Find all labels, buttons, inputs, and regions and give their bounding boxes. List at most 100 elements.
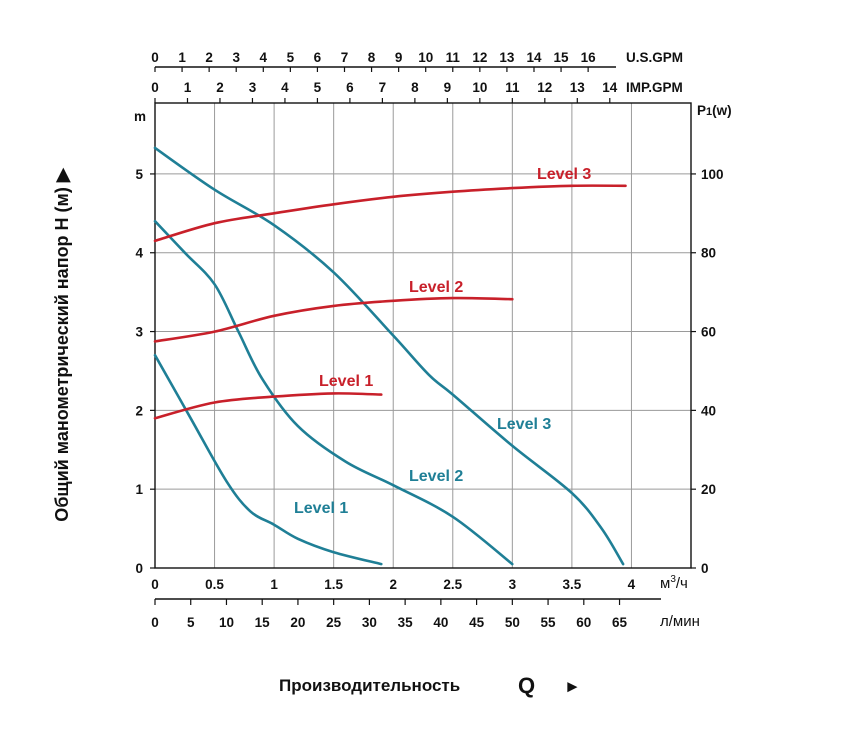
x-impgpm-tick-label: 1 <box>184 80 192 95</box>
curves-layer <box>153 146 627 566</box>
x-impgpm-tick-label: 8 <box>411 80 419 95</box>
x-lmin-tick-label: 10 <box>219 615 234 630</box>
plot-frame <box>154 102 692 569</box>
head-label-level-2: Level 2 <box>409 468 463 485</box>
x-impgpm-tick-label: 14 <box>602 80 618 95</box>
power-label-level-3: Level 3 <box>537 166 591 183</box>
x-impgpm-tick-label: 11 <box>505 80 520 95</box>
y-right-tick-label: 20 <box>701 482 716 497</box>
power-curve-level-3 <box>153 184 627 243</box>
x-usgpm-tick-label: 6 <box>314 50 322 65</box>
x-m3h-tick-label: 4 <box>628 577 636 592</box>
x-usgpm-tick-label: 3 <box>232 50 240 65</box>
x-m3h-tick-label: 1 <box>270 577 278 592</box>
x-axis-arrow: ► <box>564 677 581 696</box>
y-left-tick-label: 1 <box>135 482 143 497</box>
y-right-tick-label: 60 <box>701 325 716 340</box>
x-usgpm-tick-label: 16 <box>581 50 597 65</box>
x-usgpm-unit: U.S.GPM <box>626 50 683 65</box>
x-m3h-unit-suffix: /ч <box>676 575 688 592</box>
x-m3h-tick-label: 3 <box>509 577 517 592</box>
y-right-unit-sub: 1 <box>706 106 712 118</box>
y-axis-title: Общий манометрический напор H (м) ▶ <box>52 167 72 522</box>
x-m3h-tick-label: 1.5 <box>324 577 343 592</box>
y-right-tick-label: 100 <box>701 167 724 182</box>
grid-lines <box>155 103 691 568</box>
x-impgpm-tick-label: 5 <box>314 80 322 95</box>
x-lmin-tick-label: 15 <box>255 615 271 630</box>
x-usgpm-tick-label: 1 <box>178 50 186 65</box>
x-impgpm-tick-label: 6 <box>346 80 354 95</box>
x-lmin-tick-label: 20 <box>290 615 305 630</box>
y-right-unit-suffix: (w) <box>712 103 732 118</box>
x-impgpm-tick-label: 9 <box>444 80 452 95</box>
y-left-unit: m <box>134 109 146 124</box>
x-lmin-tick-label: 30 <box>362 615 377 630</box>
x-axis-q: Q <box>518 673 535 698</box>
x-usgpm-tick-label: 5 <box>287 50 295 65</box>
x-m3h-tick-label: 2.5 <box>443 577 462 592</box>
x-usgpm-tick-label: 12 <box>472 50 487 65</box>
x-impgpm-unit: IMP.GPM <box>626 80 683 95</box>
power-curve-level-1 <box>153 392 383 420</box>
x-impgpm-tick-label: 13 <box>570 80 586 95</box>
x-m3h-unit: м3/ч <box>660 574 688 592</box>
x-usgpm-tick-label: 9 <box>395 50 403 65</box>
x-impgpm-tick-label: 2 <box>216 80 224 95</box>
y-right-tick-label: 40 <box>701 403 716 418</box>
x-usgpm-tick-label: 13 <box>499 50 515 65</box>
x-lmin-tick-label: 65 <box>612 615 628 630</box>
x-lmin-tick-label: 25 <box>326 615 342 630</box>
power-curve-level-2 <box>153 296 514 343</box>
y-left-tick-label: 0 <box>135 561 143 576</box>
x-lmin-tick-label: 0 <box>151 615 159 630</box>
x-lmin-unit: л/мин <box>660 613 700 630</box>
x-m3h-unit-sup: 3 <box>670 574 676 585</box>
x-impgpm-tick-label: 10 <box>472 80 487 95</box>
x-usgpm-tick-label: 2 <box>205 50 213 65</box>
x-usgpm-tick-label: 15 <box>554 50 570 65</box>
x-usgpm-tick-label: 10 <box>418 50 433 65</box>
head-label-level-1: Level 1 <box>294 500 348 517</box>
x-m3h-tick-label: 0.5 <box>205 577 224 592</box>
head-label-level-3: Level 3 <box>497 416 551 433</box>
x-impgpm-tick-label: 3 <box>249 80 257 95</box>
power-label-level-1: Level 1 <box>319 373 373 390</box>
x-lmin-tick-label: 45 <box>469 615 485 630</box>
x-lmin-tick-label: 35 <box>398 615 414 630</box>
y-right-tick-label: 0 <box>701 561 709 576</box>
x-lmin-tick-label: 5 <box>187 615 195 630</box>
x-lmin-tick-label: 60 <box>576 615 591 630</box>
x-lmin-tick-label: 55 <box>541 615 557 630</box>
x-usgpm-tick-label: 0 <box>151 50 159 65</box>
x-impgpm-tick-label: 0 <box>151 80 159 95</box>
x-impgpm-tick-label: 12 <box>537 80 552 95</box>
x-impgpm-tick-label: 4 <box>281 80 289 95</box>
power-label-level-2: Level 2 <box>409 279 463 296</box>
x-m3h-tick-label: 2 <box>389 577 397 592</box>
x-usgpm-tick-label: 7 <box>341 50 349 65</box>
x-usgpm-tick-label: 14 <box>526 50 542 65</box>
x-m3h-tick-label: 0 <box>151 577 159 592</box>
x-usgpm-tick-label: 4 <box>260 50 268 65</box>
head-curve-level-1 <box>153 353 383 566</box>
x-lmin-tick-label: 50 <box>505 615 520 630</box>
x-impgpm-tick-label: 7 <box>379 80 387 95</box>
y-right-unit: P1(w) <box>697 103 732 118</box>
x-m3h-tick-label: 3.5 <box>562 577 581 592</box>
x-usgpm-tick-label: 8 <box>368 50 376 65</box>
y-left-tick-label: 2 <box>135 403 143 418</box>
head-curve-level-2 <box>153 219 514 566</box>
y-left-tick-label: 4 <box>135 246 143 261</box>
x-m3h-unit-base: м <box>660 575 670 592</box>
head-curve-level-3 <box>153 146 625 566</box>
x-lmin-tick-label: 40 <box>433 615 448 630</box>
x-usgpm-tick-label: 11 <box>446 50 461 65</box>
y-left-tick-label: 3 <box>135 325 143 340</box>
y-right-tick-label: 80 <box>701 246 716 261</box>
y-left-tick-label: 5 <box>135 167 143 182</box>
x-axis-title: Производительность <box>279 676 460 695</box>
y-right-unit-prefix: P <box>697 103 706 118</box>
